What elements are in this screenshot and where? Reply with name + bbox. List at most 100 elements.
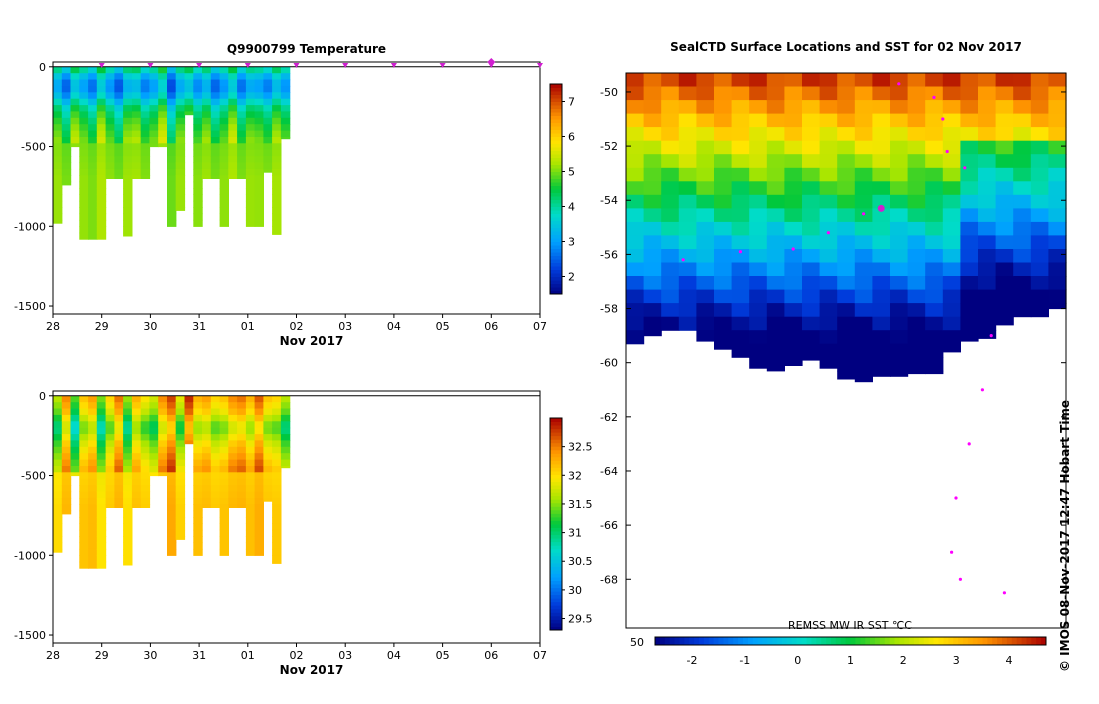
profile-cell: [123, 414, 133, 422]
profile-cell: [158, 421, 168, 429]
profile-cell: [123, 523, 133, 531]
sst-colorbar-segment: [694, 637, 700, 645]
profile-cell: [193, 137, 203, 144]
sst-colorbar-segment: [752, 637, 759, 645]
profile-cell: [96, 427, 107, 435]
profile-cell: [140, 434, 151, 442]
profile-cell: [193, 440, 203, 448]
profile-cell: [70, 472, 80, 477]
profile-cell: [228, 92, 238, 100]
sst-cell: [714, 154, 733, 169]
profile-cell: [193, 124, 203, 132]
sst-cell: [925, 181, 944, 196]
sst-cell: [766, 276, 785, 291]
profile-cell: [158, 143, 168, 148]
profile-cell: [167, 459, 177, 467]
sst-colorbar-segment: [1031, 637, 1037, 645]
sst-cell: [749, 221, 768, 236]
profile-cell: [219, 446, 229, 454]
profile-cell: [70, 79, 80, 87]
colorbar-segment: [550, 531, 562, 536]
profile-cell: [96, 98, 107, 106]
sst-cell: [766, 249, 785, 264]
profile-cell: [167, 188, 177, 195]
profile-cell: [79, 395, 89, 403]
sst-cell: [1030, 289, 1049, 304]
colorbar-segment: [550, 259, 562, 263]
sst-cell: [1048, 276, 1067, 291]
profile-cell: [254, 175, 264, 183]
sst-cell: [854, 262, 873, 277]
profile-cell: [280, 85, 291, 93]
profile-cell: [193, 427, 203, 435]
sst-cell: [731, 235, 750, 250]
sst-colorbar-segment: [801, 637, 807, 645]
profile-cell: [202, 395, 212, 403]
colorbar-segment: [550, 255, 562, 260]
sst-cell: [802, 127, 821, 142]
profile-cell: [88, 181, 98, 189]
sst-cell: [784, 167, 803, 182]
sst-cell: [1030, 235, 1049, 250]
profile-cell: [184, 79, 194, 87]
sst-cell: [784, 194, 803, 209]
profile-cell: [149, 440, 159, 448]
profile-cell: [88, 434, 98, 442]
profile-cell: [245, 421, 256, 429]
sst-cell: [1013, 249, 1032, 264]
profile-cell: [131, 124, 142, 132]
sst-cell: [784, 289, 803, 304]
sst-cell: [626, 262, 645, 277]
sst-cell: [942, 276, 961, 291]
sst-cell: [784, 140, 803, 155]
sst-cell: [678, 303, 697, 318]
sst-cell: [643, 316, 662, 331]
profile-cell: [114, 98, 124, 106]
profile-cell: [88, 188, 98, 195]
profile-cell: [237, 124, 247, 132]
profile-cell: [96, 143, 107, 151]
sst-colorbar-segment: [860, 637, 866, 645]
profile-cell: [193, 188, 203, 195]
profile-cell: [228, 143, 238, 151]
profile-cell: [237, 66, 247, 74]
sst-cell: [890, 262, 909, 277]
profile-cell: [123, 427, 133, 435]
colorbar-segment: [550, 129, 562, 134]
profile-cell: [254, 510, 264, 518]
colorbar-segment: [550, 421, 562, 426]
profile-cell: [210, 149, 221, 157]
sst-cell: [714, 235, 733, 250]
sst-colorbar-segment: [914, 637, 920, 645]
profile-cell: [123, 111, 133, 119]
profile-cell: [114, 421, 124, 429]
colorbar-segment: [550, 460, 562, 465]
profile-cell: [272, 446, 282, 454]
profile-cell: [167, 92, 177, 100]
x-tick-label: 02: [290, 649, 304, 662]
profile-cell: [245, 149, 256, 157]
sst-cell: [819, 100, 838, 115]
sst-cell: [766, 343, 785, 358]
profile-cell: [79, 485, 89, 493]
profile-cell: [228, 478, 238, 486]
profile-cell: [158, 427, 168, 435]
profile-cell: [53, 414, 63, 422]
profile-cell: [245, 98, 256, 106]
profile-cell: [272, 124, 282, 132]
sst-cell: [907, 370, 926, 375]
profile-cell: [79, 472, 89, 480]
profile-cell: [228, 124, 238, 132]
sst-cell: [1030, 127, 1049, 142]
profile-cell: [237, 111, 247, 119]
profile-cell: [149, 402, 159, 410]
sst-cell: [837, 249, 856, 264]
profile-cell: [105, 143, 115, 151]
sst-cell: [960, 316, 979, 331]
colorbar-segment: [550, 608, 562, 613]
profile-cell: [131, 149, 142, 157]
colorbar-segment: [550, 513, 562, 518]
profile-cell: [219, 66, 229, 74]
sst-cell: [802, 194, 821, 209]
colorbar-segment: [550, 206, 562, 211]
